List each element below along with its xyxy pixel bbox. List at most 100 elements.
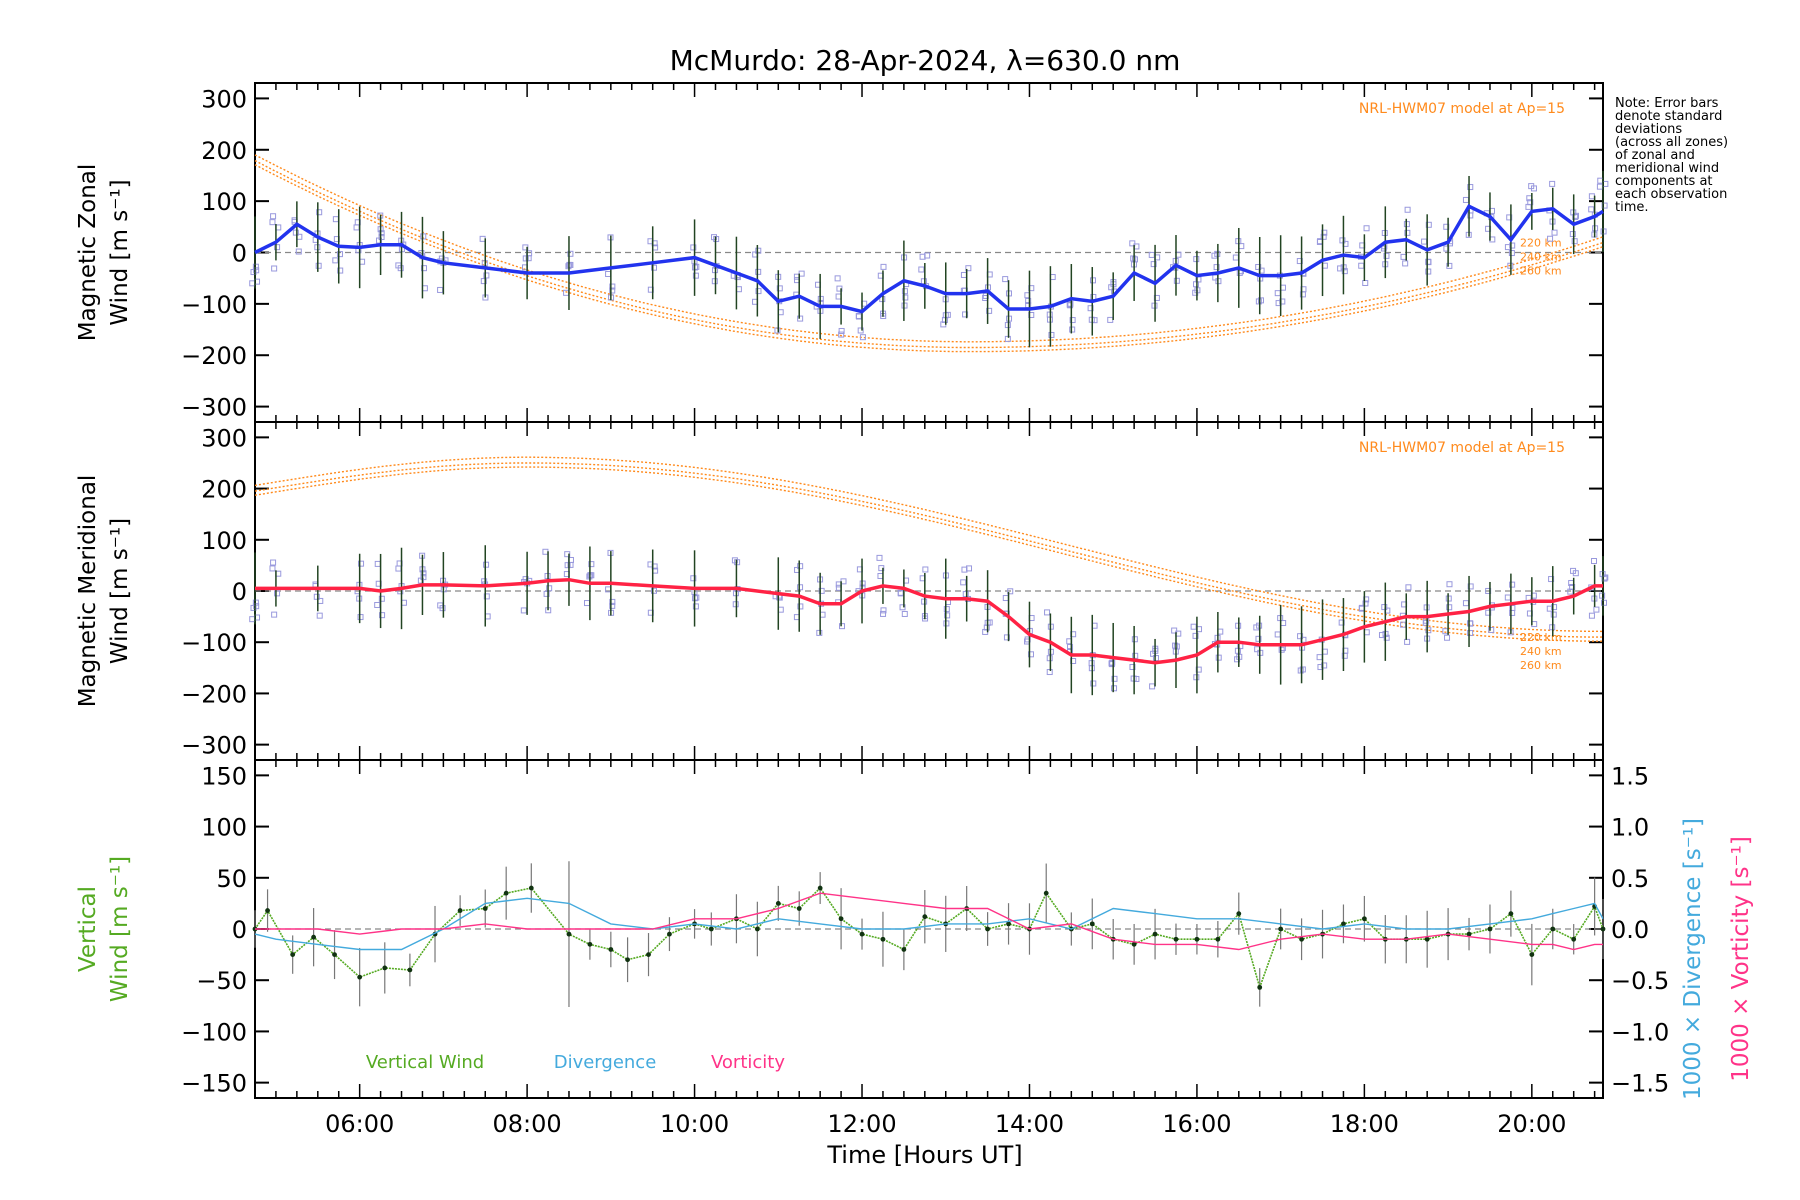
- zone-sample: [1069, 317, 1076, 324]
- vertical-wind-point: [775, 900, 781, 906]
- right-tick-label: −1.0: [1611, 1018, 1669, 1046]
- zone-sample: [1425, 221, 1432, 228]
- x-tick-label: 14:00: [995, 1110, 1064, 1138]
- zone-sample: [919, 253, 926, 260]
- zone-sample: [1600, 599, 1607, 606]
- vertical-wind-point: [407, 967, 413, 973]
- zone-sample: [880, 607, 887, 614]
- zone-sample: [609, 602, 616, 609]
- vertical-wind-point: [1257, 984, 1263, 990]
- model-curve: [254, 154, 1604, 343]
- zone-sample: [1172, 642, 1179, 649]
- zone-sample: [588, 561, 595, 568]
- vertical-wind-point: [880, 936, 886, 942]
- model-curve: [254, 159, 1604, 349]
- zone-sample: [1462, 196, 1469, 203]
- vertical-wind-point: [1089, 921, 1095, 927]
- zone-sample: [1462, 600, 1469, 607]
- y-axis-label: Magnetic Zonal: [75, 164, 101, 342]
- vertical-wind-point: [838, 916, 844, 922]
- zone-sample: [1025, 297, 1032, 304]
- zone-sample: [650, 264, 657, 271]
- zone-sample: [1400, 253, 1407, 260]
- zone-sample: [960, 579, 967, 586]
- vertical-wind-point: [457, 908, 463, 913]
- vertical-wind-point: [587, 941, 593, 947]
- model-altitude-label: 220 km: [1520, 631, 1562, 644]
- zone-sample: [437, 286, 444, 293]
- right-tick-label: 0.5: [1611, 865, 1649, 893]
- zone-sample: [1383, 252, 1390, 259]
- zone-sample: [1467, 583, 1474, 590]
- y-tick-label: 100: [201, 188, 247, 216]
- zone-sample: [563, 289, 570, 296]
- zone-sample: [797, 563, 804, 570]
- zone-sample: [1404, 229, 1411, 236]
- zone-sample: [1588, 612, 1595, 619]
- zone-sample: [397, 265, 404, 272]
- y-tick-label: 150: [201, 762, 247, 790]
- zone-sample: [316, 209, 323, 216]
- zone-sample: [357, 614, 364, 621]
- zone-sample: [313, 593, 320, 600]
- zone-sample: [1067, 302, 1074, 309]
- zone-sample: [252, 263, 259, 270]
- y-tick-label: −200: [181, 342, 247, 370]
- zone-sample: [1090, 680, 1097, 687]
- vertical-wind-point: [1131, 941, 1137, 947]
- x-tick-label: 18:00: [1330, 1110, 1399, 1138]
- legend-entry: Vertical Wind: [366, 1052, 484, 1073]
- note-line: denote standard: [1615, 109, 1722, 124]
- zone-sample: [1550, 611, 1557, 618]
- legend-entry: Divergence: [554, 1052, 657, 1073]
- vertical-wind-point: [1194, 936, 1200, 942]
- y-tick-label: 100: [201, 814, 247, 842]
- vertical-wind-point: [1424, 936, 1430, 942]
- model-label: NRL-HWM07 model at Ap=15: [1359, 101, 1565, 117]
- y-tick-label: 200: [201, 476, 247, 504]
- zone-sample: [1130, 255, 1137, 262]
- zone-sample: [269, 219, 276, 226]
- zone-sample: [1446, 581, 1453, 588]
- zone-sample: [564, 551, 571, 558]
- zone-sample: [1446, 262, 1453, 269]
- zone-sample: [983, 624, 990, 631]
- zone-sample: [1467, 630, 1474, 637]
- right-tick-label: −0.5: [1611, 967, 1669, 995]
- zone-sample: [961, 566, 968, 573]
- zone-sample: [834, 275, 841, 282]
- y-tick-label: −100: [181, 629, 247, 657]
- vertical-wind-point: [625, 957, 630, 963]
- zone-sample: [588, 572, 595, 579]
- zone-sample: [1215, 654, 1222, 661]
- vertical-wind-point: [1043, 890, 1049, 896]
- zone-sample: [880, 610, 887, 617]
- zone-sample: [650, 587, 657, 594]
- vertical-wind-point: [754, 926, 760, 932]
- zone-sample: [546, 585, 553, 592]
- zone-sample: [1509, 581, 1516, 588]
- note-line: each observation: [1615, 187, 1727, 202]
- zone-sample: [816, 629, 823, 636]
- zone-sample: [1358, 262, 1365, 269]
- zone-sample: [944, 612, 951, 619]
- zone-sample: [1111, 685, 1118, 692]
- zone-sample: [1299, 291, 1306, 298]
- zone-sample: [943, 606, 950, 613]
- zone-sample: [271, 265, 278, 272]
- zone-sample: [1007, 588, 1014, 595]
- zone-sample: [1588, 206, 1595, 213]
- vertical-wind-point: [311, 934, 317, 940]
- zone-sample: [1571, 238, 1578, 245]
- zone-sample: [483, 593, 490, 600]
- zone-sample: [1404, 638, 1411, 645]
- zone-sample: [692, 272, 699, 279]
- zone-sample: [522, 244, 529, 251]
- y-tick-label: 200: [201, 137, 247, 165]
- y-axis-label: Wind [m s⁻¹]: [107, 856, 133, 1002]
- zone-sample: [1485, 609, 1492, 616]
- zone-sample: [836, 285, 843, 292]
- y-tick-label: 0: [232, 916, 247, 944]
- zone-sample: [901, 288, 908, 295]
- zone-sample: [838, 331, 845, 338]
